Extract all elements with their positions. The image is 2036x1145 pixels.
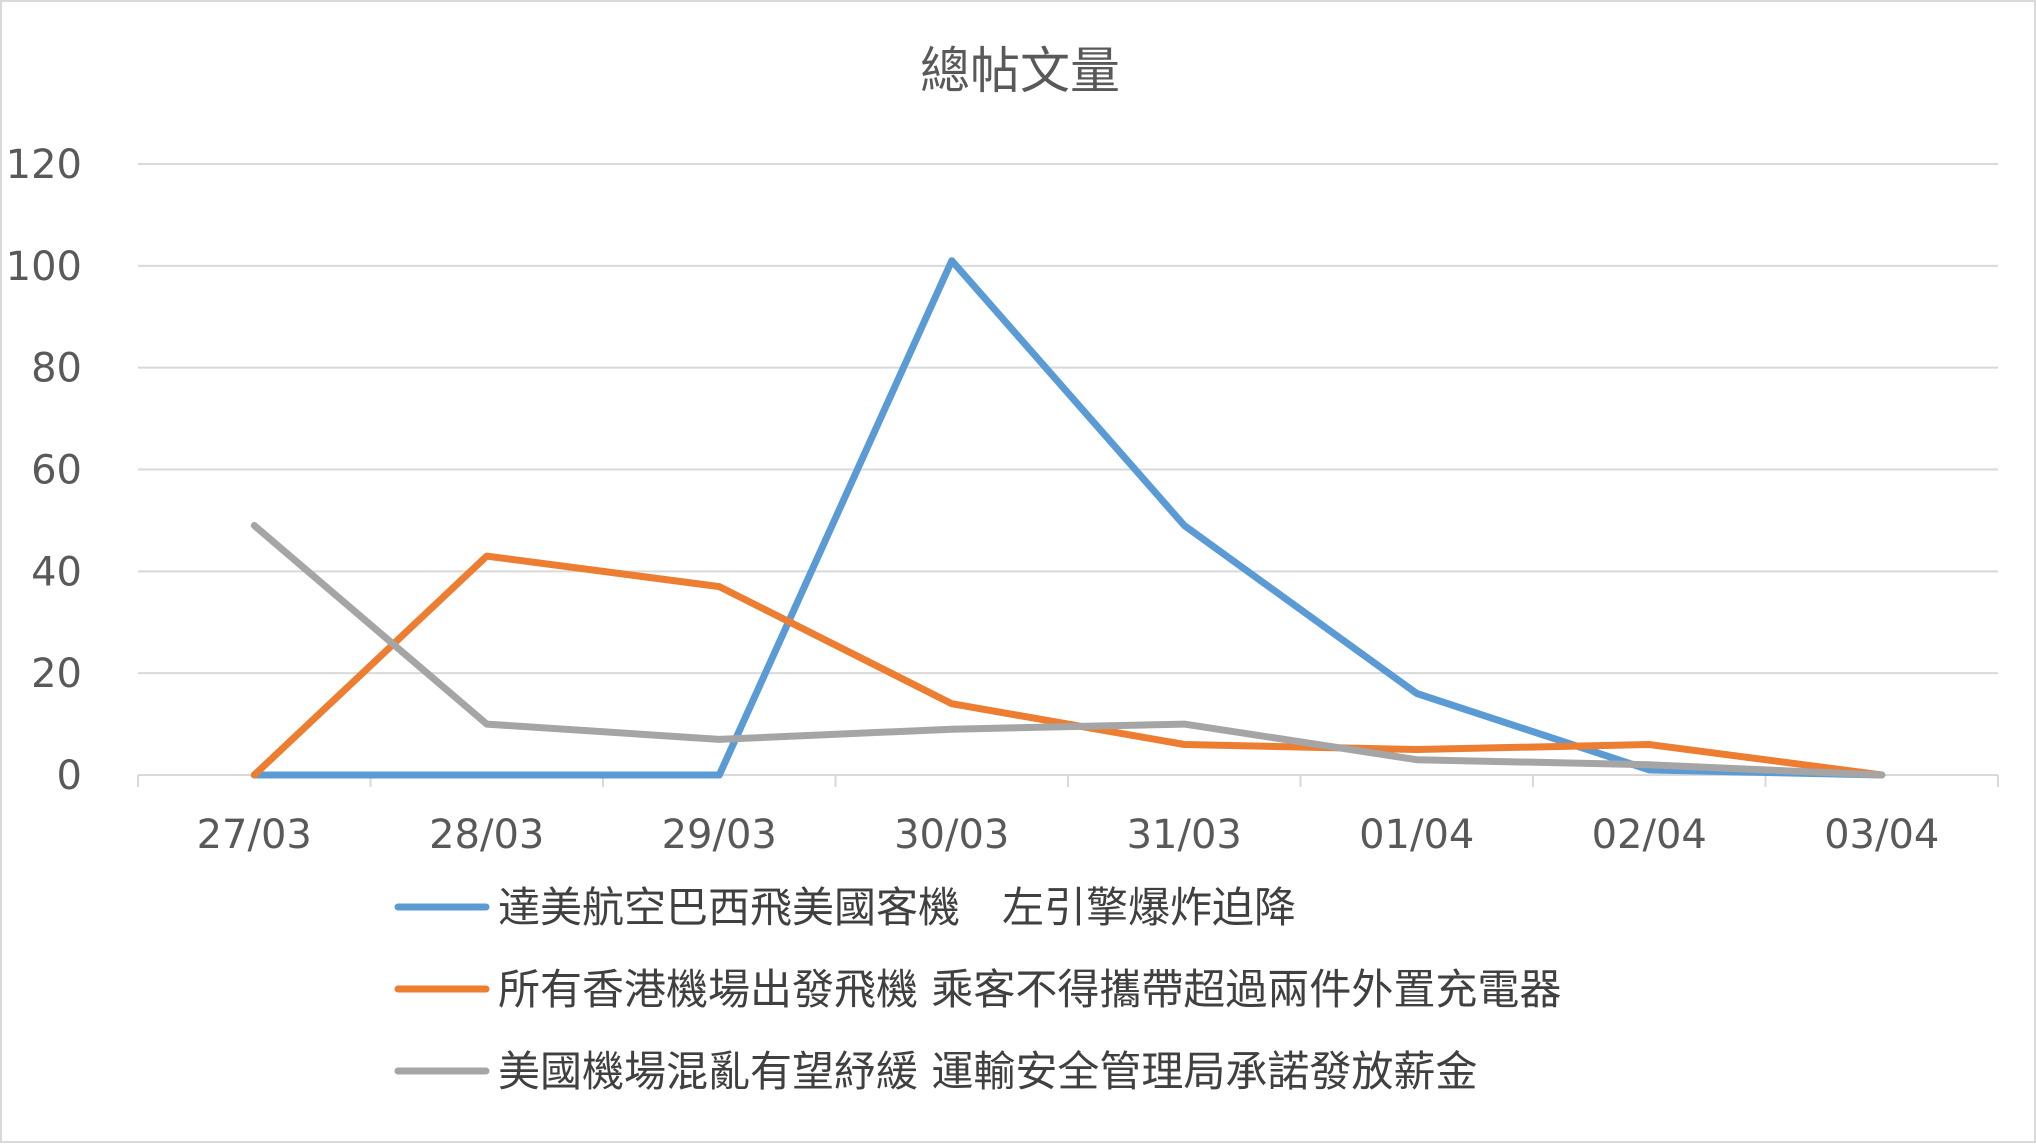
y-tick-label: 120 bbox=[6, 142, 82, 188]
chart-title: 總帖文量 bbox=[920, 42, 1120, 100]
x-tick-label: 01/04 bbox=[1359, 812, 1474, 858]
legend-label-1: 達美航空巴西飛美國客機 左引擎爆炸迫降 bbox=[498, 883, 1296, 932]
x-tick-label: 30/03 bbox=[894, 812, 1009, 858]
gridlines bbox=[138, 163, 1998, 675]
y-tick-label: 40 bbox=[31, 549, 82, 595]
legend-label-2: 所有香港機場出發飛機 乘客不得攜帶超過兩件外置充電器 bbox=[498, 965, 1561, 1014]
series-line-2 bbox=[250, 552, 1886, 779]
y-tick-label: 0 bbox=[57, 753, 82, 799]
x-tick-label: 31/03 bbox=[1127, 812, 1242, 858]
y-tick-label: 100 bbox=[6, 244, 82, 290]
x-tick-label: 28/03 bbox=[429, 812, 544, 858]
legend-label-3: 美國機場混亂有望紓緩 運輸安全管理局承諾發放薪金 bbox=[498, 1047, 1477, 1096]
x-axis-tick-labels: 27/03 28/03 29/03 30/03 31/03 01/04 02/04 03/04 bbox=[197, 812, 1940, 858]
series-lines bbox=[250, 257, 1886, 779]
x-tick-label: 27/03 bbox=[197, 812, 312, 858]
x-tick-label: 03/04 bbox=[1824, 812, 1939, 858]
y-tick-label: 20 bbox=[31, 651, 82, 697]
series-line-1 bbox=[250, 257, 1886, 779]
y-axis-tick-labels: 0 20 40 60 80 100 120 bbox=[6, 142, 82, 799]
x-tick-label: 29/03 bbox=[662, 812, 777, 858]
series-line-3 bbox=[250, 522, 1886, 779]
y-tick-label: 60 bbox=[31, 448, 82, 494]
y-tick-label: 80 bbox=[31, 346, 82, 392]
x-tick-label: 02/04 bbox=[1592, 812, 1707, 858]
